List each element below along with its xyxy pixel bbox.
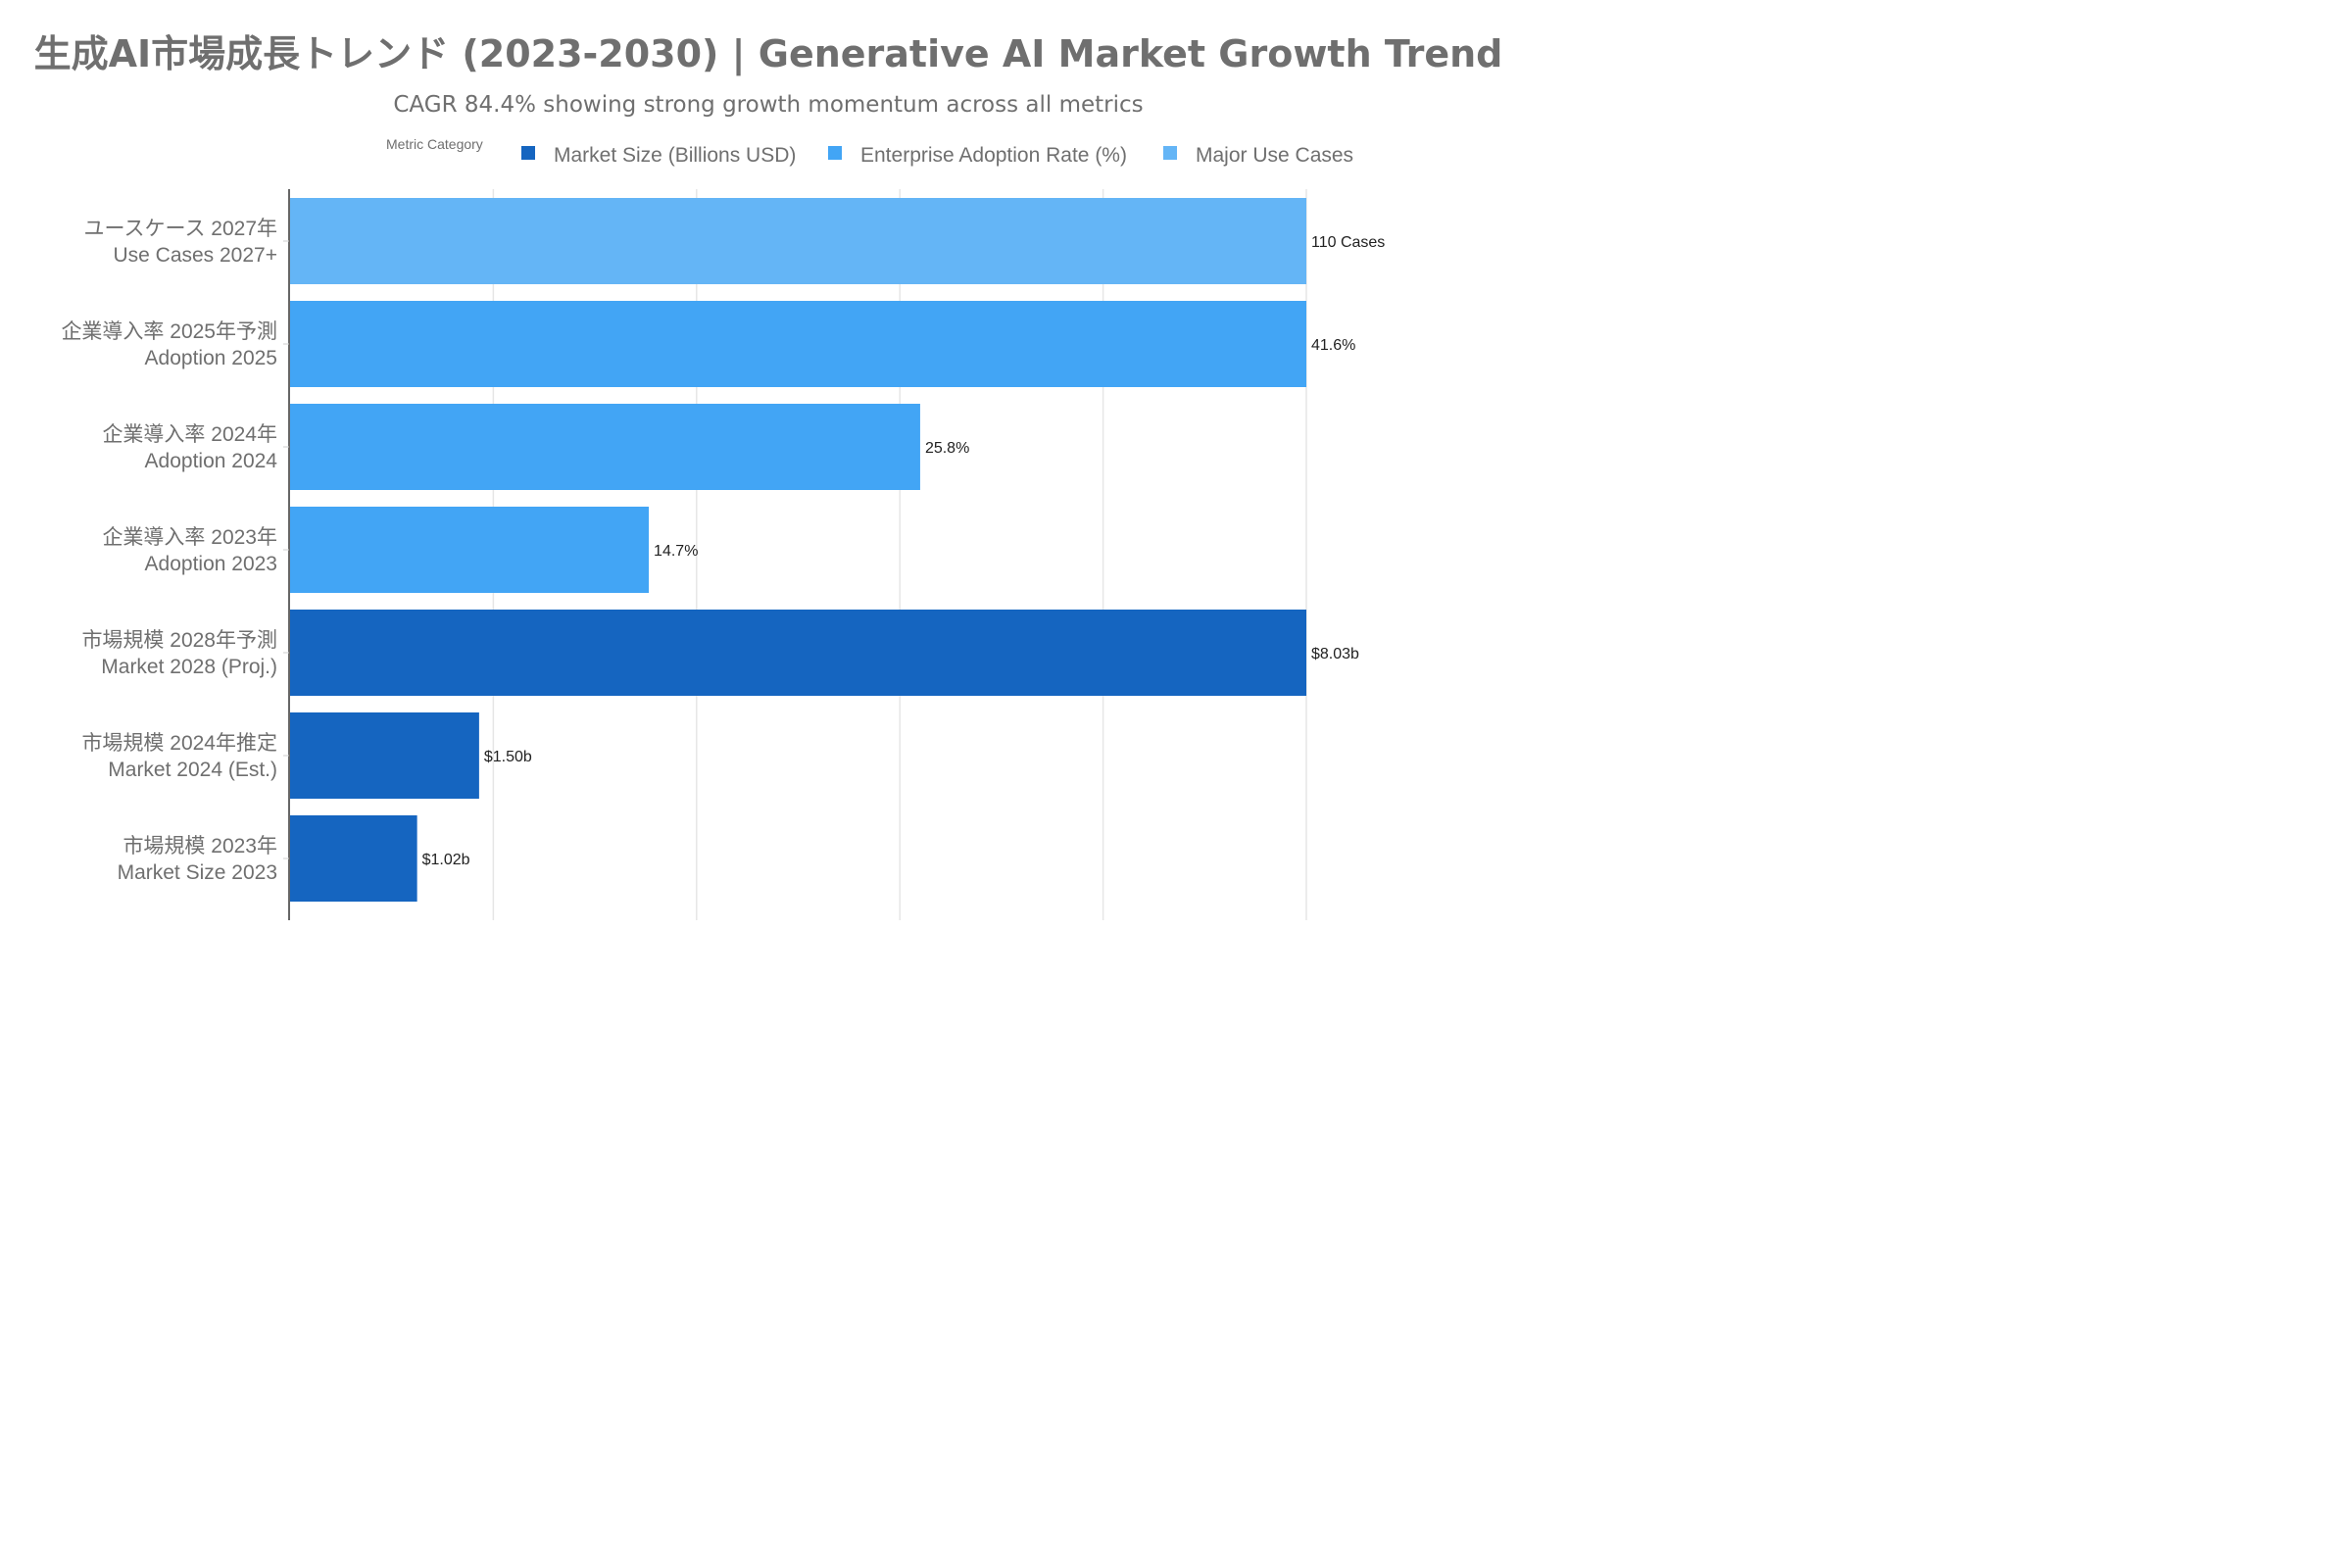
legend-label: Major Use Cases	[1196, 144, 1353, 167]
bar	[290, 610, 1306, 696]
y-tick-labels: 市場規模 2023年 Market Size 2023 市場規模 2024年推定 Ma…	[61, 218, 289, 884]
bar	[290, 815, 417, 902]
y-tick-label: 市場規模 2024年推定	[81, 732, 277, 755]
legend-title: Metric Category	[386, 136, 483, 152]
bar-data-label: 41.6%	[1311, 337, 1355, 354]
legend: Metric Category Market Size (Billions US…	[386, 136, 1353, 167]
y-tick-label: Adoption 2023	[145, 553, 277, 575]
bar	[290, 301, 1306, 387]
bar	[290, 712, 479, 799]
chart-title: 生成AI市場成長トレンド (2023-2030) | Generative AI…	[34, 32, 1503, 76]
bar-data-label: $1.02b	[422, 852, 470, 868]
bar-data-label: $8.03b	[1311, 646, 1359, 662]
bar	[290, 198, 1306, 284]
y-tick-label: Market 2024 (Est.)	[108, 759, 277, 781]
bar	[290, 507, 650, 593]
y-tick-label: 企業導入率 2023年	[102, 526, 277, 549]
y-tick-label: Market Size 2023	[118, 861, 277, 884]
y-tick-label: Use Cases 2027+	[113, 244, 277, 267]
y-tick-label: Market 2028 (Proj.)	[101, 656, 277, 678]
chart-subtitle: CAGR 84.4% showing strong growth momentu…	[393, 92, 1143, 118]
bar-data-label: 14.7%	[654, 543, 698, 560]
legend-label: Enterprise Adoption Rate (%)	[860, 144, 1127, 167]
legend-swatch	[828, 146, 842, 160]
bar	[290, 404, 920, 490]
legend-label: Market Size (Billions USD)	[554, 144, 796, 167]
bar-chart: 生成AI市場成長トレンド (2023-2030) | Generative AI…	[34, 32, 1503, 920]
y-tick-label: 企業導入率 2024年	[102, 423, 277, 446]
y-tick-label: 市場規模 2028年予測	[81, 629, 277, 652]
data-labels: $1.02b $1.50b $8.03b 14.7% 25.8% 41.6% 110 Cas…	[422, 234, 1386, 868]
chart-root: 生成AI市場成長トレンド (2023-2030) | Generative AI…	[0, 0, 1519, 1029]
y-tick-label: ユースケース 2027年	[84, 218, 277, 240]
bar-data-label: $1.50b	[484, 749, 532, 765]
y-tick-label: 企業導入率 2025年予測	[61, 320, 277, 343]
legend-swatch	[521, 146, 535, 160]
bar-data-label: 110 Cases	[1311, 234, 1385, 251]
y-tick-label: Adoption 2024	[145, 450, 278, 472]
bar-data-label: 25.8%	[925, 440, 969, 457]
y-tick-label: Adoption 2025	[145, 347, 277, 369]
legend-swatch	[1163, 146, 1177, 160]
bar-series	[290, 198, 1306, 902]
y-tick-label: 市場規模 2023年	[122, 835, 277, 858]
